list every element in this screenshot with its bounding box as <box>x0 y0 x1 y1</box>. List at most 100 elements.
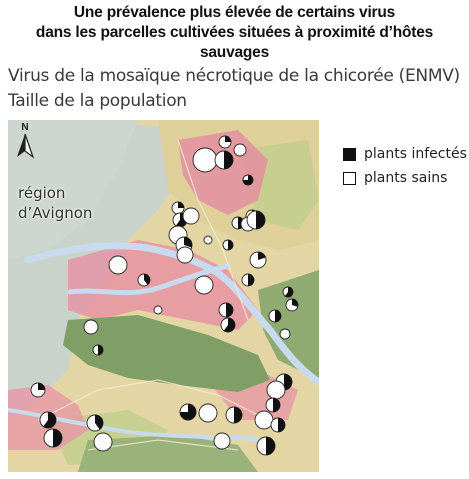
pie-infected-slice <box>284 374 292 390</box>
road-2 <box>177 139 249 321</box>
pie-infected-slice <box>275 310 281 322</box>
pie-infected-slice <box>38 383 45 390</box>
sample-pie <box>214 150 234 170</box>
pie-healthy-slice <box>182 207 200 225</box>
figure-title: Une prévalence plus élevée de certains v… <box>0 3 469 63</box>
legend-label-healthy: plants sains <box>364 170 448 186</box>
sample-pie <box>213 432 231 450</box>
sample-pie <box>198 403 218 423</box>
pie-healthy-slice <box>176 246 194 264</box>
sample-pie <box>265 397 281 413</box>
sample-pie <box>83 319 99 335</box>
pie-infected-slice <box>43 412 57 428</box>
road-3 <box>87 439 239 451</box>
pie-infected-slice <box>184 237 193 248</box>
pie-infected-slice <box>292 299 299 307</box>
sample-pie <box>203 235 213 245</box>
sample-pie <box>242 174 254 186</box>
land-use-layer <box>8 120 319 472</box>
sample-pie <box>233 143 247 157</box>
pie-healthy-slice <box>233 143 247 157</box>
sample-pie <box>93 432 113 452</box>
sample-pie <box>254 410 274 430</box>
sample-pie <box>192 147 218 173</box>
sample-pie <box>137 273 151 287</box>
pie-infected-slice <box>98 345 103 355</box>
pie-healthy-slice <box>279 328 291 340</box>
pie-healthy-slice <box>194 275 214 295</box>
sample-pie <box>194 275 214 295</box>
sample-pie <box>108 255 128 275</box>
sample-pie <box>218 135 232 149</box>
durance-river <box>67 263 231 296</box>
road-1 <box>37 379 269 421</box>
forest-area-south <box>78 435 258 472</box>
healthy-swatch <box>343 171 356 185</box>
sample-pie <box>282 286 294 298</box>
north-arrow-left-half <box>17 134 25 157</box>
pie-infected-slice <box>234 407 242 423</box>
pie-infected-slice <box>285 287 293 297</box>
pie-infected-slice <box>243 175 253 185</box>
sample-pie <box>218 302 234 318</box>
sample-pie <box>30 382 46 398</box>
sample-pie <box>86 414 104 432</box>
pie-healthy-slice <box>108 255 128 275</box>
pie-infected-slice <box>228 240 233 250</box>
sample-pie <box>179 403 197 421</box>
title-line-1: Une prévalence plus élevée de certains v… <box>73 4 396 21</box>
sample-pie <box>220 317 236 333</box>
legend-label-infected: plants infectés <box>364 146 467 162</box>
pie-infected-slice <box>266 437 275 455</box>
pie-healthy-slice <box>198 403 218 423</box>
sample-pie <box>241 273 255 287</box>
north-arrow-shape <box>17 133 35 159</box>
pie-healthy-slice <box>83 319 99 335</box>
pie-infected-slice <box>278 418 285 432</box>
sample-pie <box>153 305 163 315</box>
region-label-line-2: d’Avignon <box>18 204 93 222</box>
pie-infected-slice <box>223 318 236 332</box>
sample-pie <box>92 344 104 356</box>
pie-infected-slice <box>248 274 254 286</box>
population-size-label: Taille de la population <box>8 91 187 111</box>
north-arrow-right-half <box>24 133 35 159</box>
infected-swatch <box>343 147 356 161</box>
map-panel <box>8 120 319 472</box>
pie-infected-slice <box>226 303 233 317</box>
pie-infected-slice <box>180 404 196 420</box>
road-layer <box>37 139 269 451</box>
forest-area-east <box>258 270 319 380</box>
pie-infected-slice <box>224 151 233 169</box>
sample-pie <box>246 210 266 230</box>
sample-pie <box>256 436 276 456</box>
sample-pie <box>249 251 267 269</box>
pie-infected-slice <box>53 429 62 447</box>
sample-pie <box>176 246 194 264</box>
region-label-line-1: région <box>18 184 66 202</box>
pie-infected-slice <box>95 415 103 430</box>
sample-pie <box>222 239 234 251</box>
legend: plants infectés plants sains <box>343 142 467 190</box>
pie-infected-slice <box>178 202 184 208</box>
north-arrow-icon: N <box>14 122 36 162</box>
region-label: région d’Avignon <box>18 183 92 223</box>
legend-item-healthy: plants sains <box>343 166 467 190</box>
pie-infected-slice <box>256 211 265 229</box>
pie-healthy-slice <box>153 305 163 315</box>
sample-pie <box>225 406 243 424</box>
sample-pies-layer <box>30 135 299 456</box>
sample-pie <box>43 428 63 448</box>
north-label: N <box>21 122 29 133</box>
sample-pie <box>182 207 200 225</box>
pie-healthy-slice <box>192 147 218 173</box>
forest-area-center <box>63 315 270 392</box>
legend-item-infected: plants infectés <box>343 142 467 166</box>
pie-healthy-slice <box>254 410 274 430</box>
pie-infected-slice <box>225 136 231 142</box>
sample-pie <box>270 417 286 433</box>
sample-pie <box>279 328 291 340</box>
pie-infected-slice <box>258 252 266 260</box>
pie-healthy-slice <box>266 380 286 400</box>
map-canvas <box>8 120 319 472</box>
